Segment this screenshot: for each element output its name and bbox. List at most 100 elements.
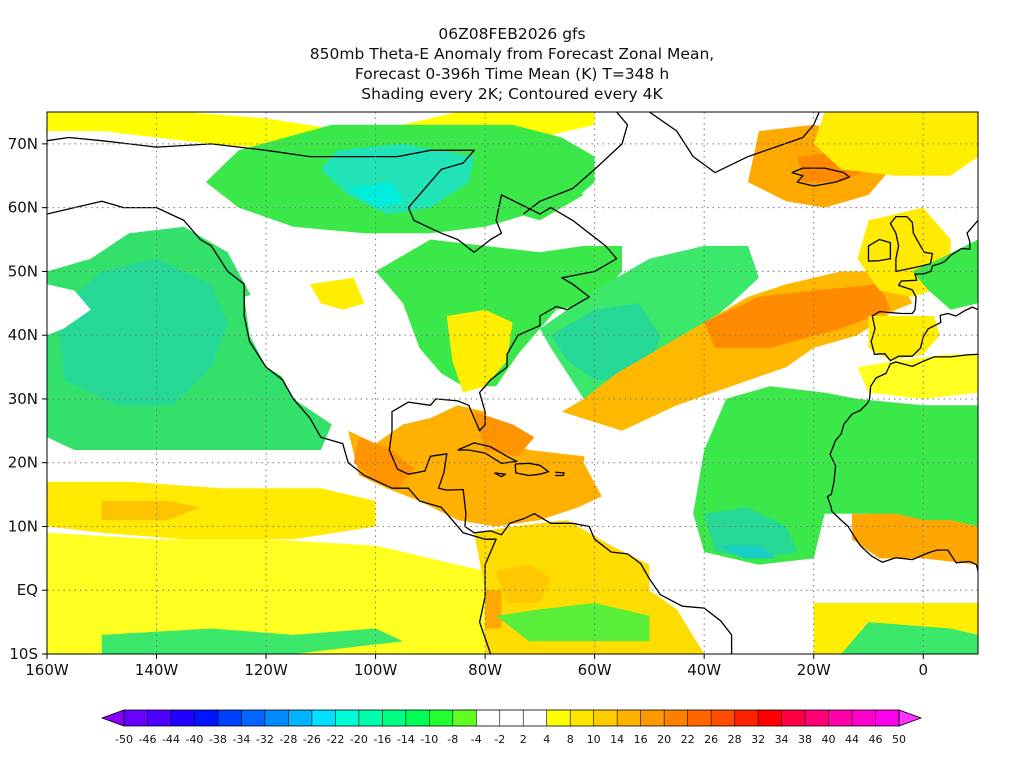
anomaly-region-pos-30 xyxy=(704,284,891,348)
anomaly-region-pos-21 xyxy=(348,405,612,527)
colorbar-label: 22 xyxy=(681,733,695,746)
colorbar-label: 28 xyxy=(728,733,742,746)
anomaly-region-pos-6 xyxy=(47,481,376,540)
colorbar-swatch xyxy=(781,710,806,726)
colorbar-label: -10 xyxy=(420,733,438,746)
colorbar-swatch xyxy=(147,710,172,726)
lat-tick-label: 40N xyxy=(8,326,38,344)
lat-tick-label: 20N xyxy=(8,454,38,472)
colorbar-swatch xyxy=(194,710,219,726)
anomaly-region-neg-27 xyxy=(496,603,650,642)
lon-tick-label: 80W xyxy=(468,661,502,679)
lon-tick-label: 0 xyxy=(918,661,928,679)
colorbar-swatch xyxy=(124,710,148,726)
colorbar-label: 4 xyxy=(543,733,550,746)
colorbar-swatch xyxy=(264,710,289,726)
anomaly-region-pos-25 xyxy=(496,564,551,603)
anomaly-region-pos-19 xyxy=(446,309,513,393)
coastline-12 xyxy=(870,219,978,362)
anomaly-region-pos-5 xyxy=(47,450,321,489)
colorbar-swatch xyxy=(358,710,383,726)
colorbar-label: -26 xyxy=(303,733,321,746)
coastline-11 xyxy=(867,238,892,262)
lat-tick-label: 30N xyxy=(8,390,38,408)
title-line-1: 06Z08FEB2026 gfs xyxy=(438,25,586,43)
colorbar-swatch xyxy=(523,710,548,726)
colorbar-swatch xyxy=(898,709,923,727)
colorbar-swatch xyxy=(805,710,829,726)
anomaly-region-pos-33 xyxy=(813,112,978,176)
lat-tick-label: 70N xyxy=(8,135,38,153)
colorbar: -50 -46 -44 -40 -38 -34 -32 -28 -26 -22 -20 -16 -14-… xyxy=(100,709,923,746)
lon-tick-label: 160W xyxy=(25,661,69,679)
colorbar-swatch xyxy=(640,710,665,726)
colorbar-label: 40 xyxy=(822,733,836,746)
colorbar-swatch xyxy=(476,710,501,726)
coastline-10 xyxy=(889,215,934,273)
anomaly-region-neg-10 xyxy=(101,628,404,654)
colorbar-label: 14 xyxy=(610,733,624,746)
anomaly-region-pos-23 xyxy=(474,411,535,457)
colorbar-swatch xyxy=(617,710,641,726)
colorbar-label: 8 xyxy=(567,733,574,746)
lat-tick-label: 60N xyxy=(8,199,38,217)
colorbar-swatch xyxy=(382,710,407,726)
colorbar-label: -32 xyxy=(256,733,274,746)
anomaly-shading-layer xyxy=(47,112,978,654)
anomaly-region-neg-17 xyxy=(485,163,584,221)
colorbar-label: 20 xyxy=(657,733,671,746)
colorbar-swatch xyxy=(170,710,195,726)
coastline-3 xyxy=(457,442,518,464)
anomaly-region-pos-37 xyxy=(857,354,978,399)
anomaly-region-neg-14 xyxy=(375,239,622,387)
colorbar-swatch xyxy=(452,710,477,726)
colorbar-label: 38 xyxy=(798,733,812,746)
coastline-7 xyxy=(523,112,629,215)
coastline-layer xyxy=(47,112,978,654)
coastline-6 xyxy=(555,471,565,477)
anomaly-region-neg-12 xyxy=(320,143,475,214)
colorbar-swatch xyxy=(734,710,759,726)
coastline-1 xyxy=(47,136,618,432)
colorbar-swatch xyxy=(217,710,242,726)
coastline-13 xyxy=(826,353,978,572)
coastline-8 xyxy=(649,112,820,174)
colorbar-swatch xyxy=(405,710,430,726)
colorbar-swatch xyxy=(875,710,900,726)
lon-tick-label: 60W xyxy=(578,661,612,679)
anomaly-region-pos-4 xyxy=(47,284,91,336)
colorbar-swatch xyxy=(241,710,266,726)
colorbar-swatch xyxy=(664,710,688,726)
colorbar-swatch xyxy=(852,710,876,726)
colorbar-swatch xyxy=(335,710,360,726)
colorbar-label: -38 xyxy=(209,733,227,746)
lon-tick-label: 40W xyxy=(687,661,721,679)
lon-tick-label: 100W xyxy=(354,661,398,679)
coastline-4 xyxy=(514,462,550,477)
colorbar-swatch xyxy=(758,710,782,726)
colorbar-label: 26 xyxy=(704,733,718,746)
colorbar-label: -2 xyxy=(494,733,505,746)
colorbar-label: 46 xyxy=(869,733,883,746)
lat-tick-label: 10N xyxy=(8,517,38,535)
chart-title-block: 06Z08FEB2026 gfs 850mb Theta-E Anomaly f… xyxy=(0,24,1024,104)
colorbar-label: -16 xyxy=(373,733,391,746)
colorbar-label: -28 xyxy=(279,733,297,746)
colorbar-label: -22 xyxy=(326,733,344,746)
lon-tick-label: 120W xyxy=(244,661,288,679)
anomaly-region-neg-40 xyxy=(720,545,776,559)
colorbar-label: 2 xyxy=(520,733,527,746)
colorbar-label: 44 xyxy=(845,733,859,746)
title-line-4: Shading every 2K; Contoured every 4K xyxy=(361,85,663,103)
colorbar-swatch xyxy=(546,710,571,726)
anomaly-region-pos-26 xyxy=(485,590,502,629)
colorbar-label: 32 xyxy=(751,733,765,746)
colorbar-label: 34 xyxy=(775,733,789,746)
coastline-5 xyxy=(494,472,507,478)
title-line-2: 850mb Theta-E Anomaly from Forecast Zona… xyxy=(309,45,715,63)
colorbar-swatch xyxy=(429,710,454,726)
anomaly-region-neg-35 xyxy=(912,239,978,310)
lon-tick-label: 140W xyxy=(135,661,179,679)
colorbar-swatch xyxy=(499,710,524,726)
